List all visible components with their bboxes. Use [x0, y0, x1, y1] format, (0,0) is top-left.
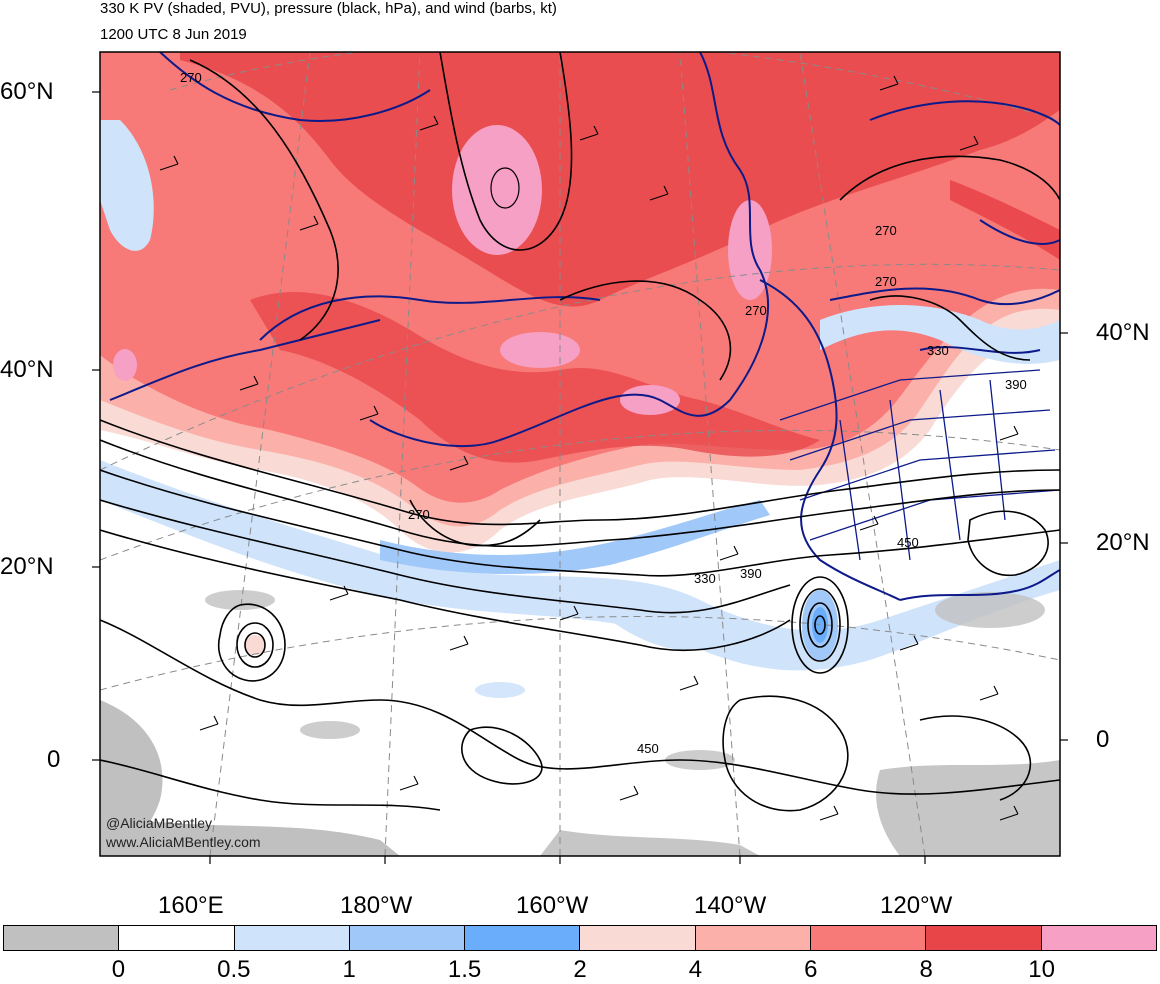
colorbar-label: 6: [804, 956, 818, 983]
colorbar-label: 0: [111, 956, 126, 983]
colorbar-label: 8: [919, 956, 933, 983]
contour-label: 450: [897, 535, 919, 550]
lat-label-left: 60°N: [0, 78, 54, 105]
contour-label: 330: [694, 571, 716, 586]
graticule: [100, 52, 1060, 856]
lat-label-left: 0: [47, 746, 61, 773]
contour-label: 390: [740, 566, 762, 581]
credit-website: www.AliciaMBentley.com: [106, 834, 261, 850]
colorbar-cell: [926, 926, 1042, 950]
contour-label: 270: [875, 223, 897, 238]
colorbar-cell: [234, 926, 350, 950]
contour-label: 270: [408, 507, 430, 522]
pv-colorbar: [3, 925, 1157, 951]
contour-label: 270: [745, 303, 767, 318]
lon-label: 120°W: [880, 892, 953, 919]
colorbar-label: 2: [573, 956, 587, 983]
colorbar-label: 0.5: [217, 956, 251, 983]
lat-label-right: 0: [1096, 726, 1110, 753]
colorbar-cell: [695, 926, 812, 950]
colorbar-cell: [4, 926, 120, 950]
colorbar-label: 1.5: [447, 956, 482, 983]
lon-label: 160°E: [158, 892, 224, 919]
map-valid-time: 1200 UTC 8 Jun 2019: [100, 26, 247, 43]
colorbar-cell: [1041, 926, 1156, 950]
colorbar-label: 4: [688, 956, 703, 983]
lon-label: 140°W: [694, 892, 767, 919]
colorbar-cell: [580, 926, 696, 950]
lat-label-left: 40°N: [0, 356, 54, 383]
colorbar-cell: [465, 926, 581, 950]
pressure-contours: [100, 52, 1060, 812]
wind-barbs: [159, 75, 1019, 821]
map-title: 330 K PV (shaded, PVU), pressure (black,…: [100, 0, 557, 17]
colorbar-label: 10: [1028, 956, 1055, 983]
contour-label: 450: [637, 741, 659, 756]
contour-label: 330: [927, 343, 949, 358]
map-frame: [99, 51, 1061, 857]
lon-label: 160°W: [516, 892, 589, 919]
colorbar-label: 1: [342, 956, 356, 983]
pv-shading: [100, 52, 1060, 856]
lon-label: 180°W: [340, 892, 413, 919]
contour-label: 270: [180, 70, 202, 85]
contour-label: 270: [875, 274, 897, 289]
colorbar-cell: [349, 926, 466, 950]
coastlines: [109, 52, 1060, 601]
contour-label-group: 270 270 270 270 270 330 390 330 450 450 …: [180, 70, 1027, 756]
axis-ticks: [92, 91, 1068, 864]
colorbar-cell: [811, 926, 927, 950]
lat-label-left: 20°N: [0, 553, 54, 580]
colorbar-cell: [119, 926, 235, 950]
contour-label: 390: [1005, 377, 1027, 392]
lat-label-right: 20°N: [1096, 529, 1150, 556]
credit-handle: @AliciaMBentley: [106, 815, 213, 831]
lat-label-right: 40°N: [1096, 319, 1150, 346]
